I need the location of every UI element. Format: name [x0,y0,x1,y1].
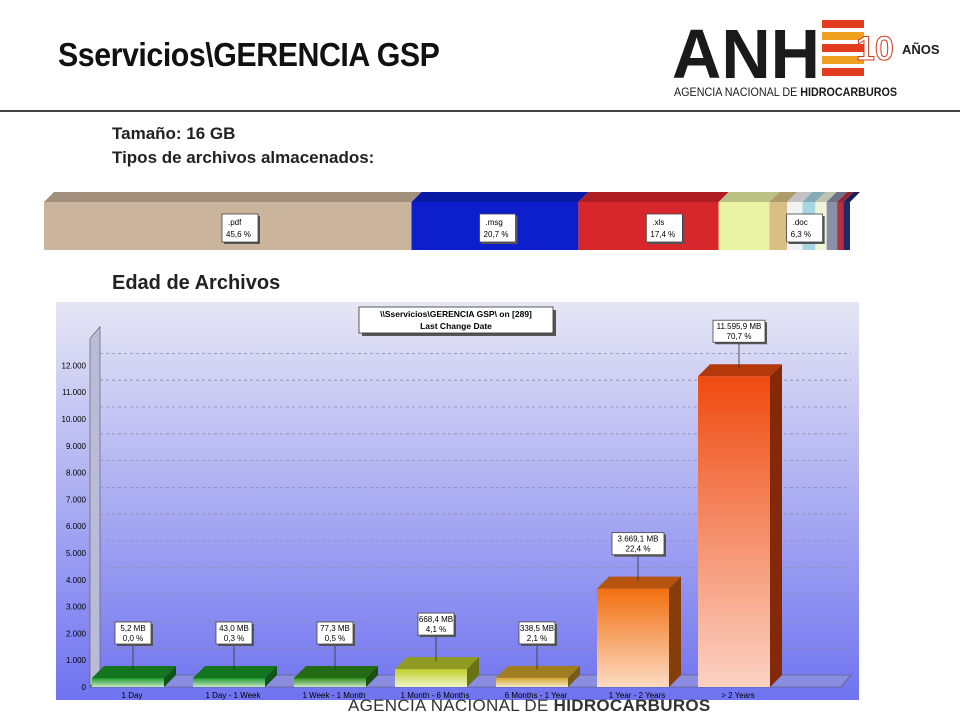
type-bar-top-8 [826,192,848,202]
type-bar-top-4 [769,192,798,202]
size-text: Tamaño: 16 GB [112,124,236,143]
y-tick-label: 12.000 [62,361,87,370]
svg-text:4,1 %: 4,1 % [426,625,446,634]
type-bar-segment-8 [826,202,838,250]
y-axis-wall [89,325,101,688]
svg-text:17,4 %: 17,4 % [650,230,675,239]
bar-label-3: 668,4 MB4,1 % [417,612,456,662]
svg-text:668,4 MB: 668,4 MB [419,615,453,624]
chart-title: \\Sservicios\GERENCIA GSP\ on [289] [380,309,532,319]
page-title: Sservicios\GERENCIA GSP [58,36,440,73]
svg-text:10: 10 [856,30,894,68]
bar-2 [294,666,378,687]
type-bar-label-0: .pdf 45,6 % [221,213,260,244]
file-types-bar-chart: .pdf 45,6 % .msg 20,7 % .xls 17,4 % .doc 6,3 % [44,188,896,254]
bar-5 [597,576,681,687]
x-tick-label-4: 6 Months - 1 Year [505,691,568,700]
y-tick-label: 8.000 [66,469,87,478]
bar-label-2: 77,3 MB0,5 % [316,621,355,670]
svg-text:77,3 MB: 77,3 MB [320,624,350,633]
type-bar-label-2: .xls 17,4 % [645,213,685,244]
anh-logo: ANH 10 AÑOS AGENCIA NACIONAL DE HIDROCAR… [672,14,942,100]
svg-text:43,0 MB: 43,0 MB [219,624,249,633]
bar-label-1: 43,0 MB0,3 % [215,621,254,670]
type-bar-top-3 [718,192,780,202]
svg-text:0,3 %: 0,3 % [224,634,244,643]
y-tick-label: 10.000 [62,415,87,424]
svg-text:11.595,9 MB: 11.595,9 MB [717,322,762,331]
svg-text:.doc: .doc [793,218,808,227]
x-tick-label-1: 1 Day - 1 Week [206,691,262,700]
type-bar-segment-10 [843,202,850,250]
svg-text:5,2 MB: 5,2 MB [120,624,145,633]
y-tick-label: 5.000 [66,549,87,558]
svg-text:20,7 %: 20,7 % [484,230,509,239]
bar-6 [698,364,782,687]
type-bar-top-7 [815,192,837,202]
type-bar-top-9 [837,192,854,202]
type-bar-top-1 [411,192,589,202]
type-bar-top-2 [578,192,729,202]
svg-text:45,6 %: 45,6 % [226,230,251,239]
y-tick-label: 4.000 [66,576,87,585]
svg-text:3.669,1 MB: 3.669,1 MB [618,535,659,544]
type-bar-segment-9 [837,202,844,250]
svg-text:2,1 %: 2,1 % [527,634,547,643]
y-tick-label: 2.000 [66,629,87,638]
bar-label-0: 5,2 MB0,0 % [114,621,153,670]
type-bar-top-10 [843,192,860,202]
svg-text:AGENCIA NACIONAL DE HIDROCARBU: AGENCIA NACIONAL DE HIDROCARBUROS [674,87,897,99]
footer-text: AGENCIA NACIONAL DE HIDROCARBUROS [348,696,711,715]
x-tick-label-2: 1 Week - 1 Month [303,691,366,700]
svg-text:70,7 %: 70,7 % [727,332,752,341]
type-bar-top-0 [44,192,422,202]
svg-text:0,5 %: 0,5 % [325,634,345,643]
svg-text:AÑOS: AÑOS [902,42,940,57]
svg-text:.pdf: .pdf [228,218,242,227]
svg-text:.xls: .xls [652,218,664,227]
x-tick-label-3: 1 Month - 6 Months [401,691,470,700]
bar-1 [193,666,277,687]
y-tick-label: 3.000 [66,603,87,612]
y-tick-label: 1.000 [66,656,87,665]
y-tick-label: 9.000 [66,442,87,451]
type-bar-top-5 [787,192,813,202]
file-age-chart: 0 1.000 2.000 3.000 4.000 5.000 6.000 7.000 8.00… [56,302,859,700]
svg-text:22,4 %: 22,4 % [626,545,651,554]
flag-stripes-icon [822,20,864,76]
section-title: Edad de Archivos [112,272,281,294]
type-bar-segment-4 [769,202,788,250]
svg-text:.msg: .msg [486,218,503,227]
bar-4 [496,665,580,687]
y-tick-label: 7.000 [66,495,87,504]
type-bar-top-6 [802,192,826,202]
y-tick-label: 0 [82,683,87,692]
x-tick-label-5: 1 Year - 2 Years [609,691,666,700]
y-tick-label: 6.000 [66,522,87,531]
header-divider [0,110,960,112]
x-tick-label-0: 1 Day [122,691,143,700]
bar-0 [92,666,176,687]
bar-label-4: 338,5 MB2,1 % [518,621,557,670]
x-tick-label-6: > 2 Years [721,691,755,700]
bar-3 [395,657,479,687]
file-types-heading: Tipos de archivos almacenados: [112,148,375,167]
y-tick-label: 11.000 [62,388,86,397]
svg-text:ANH: ANH [672,15,820,93]
chart-subtitle: Last Change Date [420,321,492,331]
svg-text:6,3 %: 6,3 % [791,230,811,239]
chart-title-box: \\Sservicios\GERENCIA GSP\ on [289] Last … [358,306,556,336]
svg-text:338,5 MB: 338,5 MB [520,624,554,633]
type-bar-label-3: .doc 6,3 % [786,213,825,244]
type-bar-segment-3 [718,202,770,250]
type-bar-label-1: .msg 20,7 % [479,213,518,244]
svg-text:0,0 %: 0,0 % [123,634,143,643]
